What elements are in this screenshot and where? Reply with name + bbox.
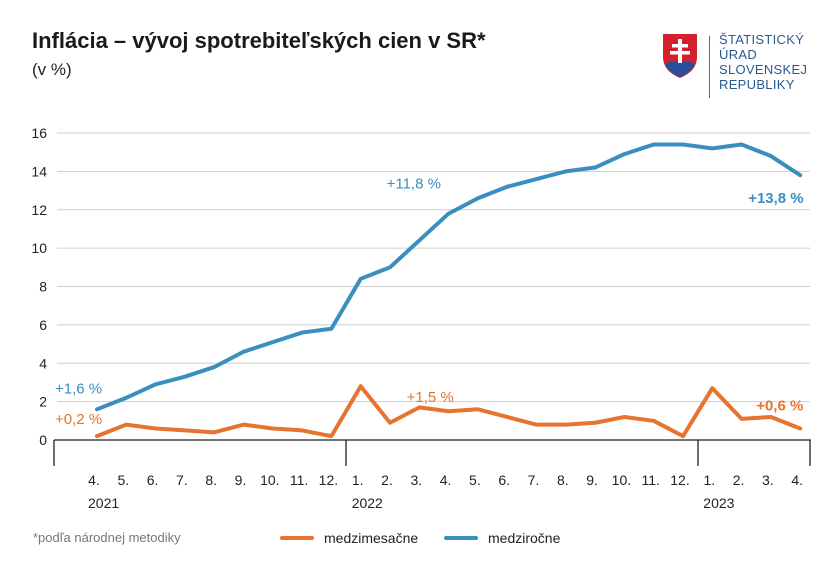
x-tick-label: 2. bbox=[733, 472, 745, 488]
logo-line: ÚRAD bbox=[719, 47, 758, 62]
data-label: +0,6 % bbox=[756, 397, 803, 414]
y-tick-label: 6 bbox=[39, 317, 47, 333]
logo-text: ŠTATISTICKÝ ÚRAD SLOVENSKEJ REPUBLIKY bbox=[719, 32, 807, 92]
data-label: +13,8 % bbox=[748, 190, 803, 207]
x-tick-label: 9. bbox=[586, 472, 598, 488]
legend-item-medzirocne: medziročne bbox=[444, 530, 560, 546]
x-tick-label: 3. bbox=[762, 472, 774, 488]
data-label: +11,8 % bbox=[387, 176, 441, 193]
chart-unit: (v %) bbox=[32, 60, 72, 79]
x-tick-label: 4. bbox=[440, 472, 452, 488]
x-tick-label: 11. bbox=[290, 472, 308, 488]
x-tick-label: 8. bbox=[557, 472, 569, 488]
x-tick-label: 1. bbox=[352, 472, 364, 488]
logo-line: SLOVENSKEJ bbox=[719, 62, 808, 77]
y-tick-label: 10 bbox=[31, 240, 47, 256]
x-tick-label: 2. bbox=[381, 472, 393, 488]
x-tick-label: 5. bbox=[469, 472, 481, 488]
x-tick-label: 7. bbox=[176, 472, 188, 488]
footnote: *podľa národnej metodiky bbox=[33, 530, 181, 545]
y-tick-label: 16 bbox=[31, 125, 47, 141]
logo-divider bbox=[709, 36, 710, 98]
legend-swatch bbox=[280, 536, 314, 540]
legend-item-medzimesacne: medzimesačne bbox=[280, 530, 418, 546]
legend-label: medziročne bbox=[488, 530, 561, 546]
x-tick-label: 1. bbox=[703, 472, 715, 488]
year-label: 2021 bbox=[88, 495, 119, 511]
year-label: 2023 bbox=[703, 495, 734, 511]
chart-title: Inflácia – vývoj spotrebiteľských cien v… bbox=[32, 28, 486, 53]
x-tick-label: 8. bbox=[205, 472, 217, 488]
x-tick-label: 5. bbox=[117, 472, 129, 488]
x-tick-label: 10. bbox=[612, 472, 631, 488]
slovak-coat-of-arms-icon bbox=[663, 34, 697, 78]
x-tick-label: 12. bbox=[319, 472, 338, 488]
y-tick-label: 14 bbox=[31, 163, 47, 179]
x-tick-label: 9. bbox=[235, 472, 247, 488]
series-line-medzirocne bbox=[95, 142, 803, 412]
data-label: +1,6 % bbox=[55, 380, 102, 397]
x-tick-label: 7. bbox=[528, 472, 540, 488]
x-tick-label: 6. bbox=[498, 472, 510, 488]
x-tick-label: 6. bbox=[147, 472, 159, 488]
x-tick-label: 3. bbox=[410, 472, 422, 488]
x-tick-label: 10. bbox=[260, 472, 279, 488]
data-label: +0,2 % bbox=[55, 411, 102, 428]
y-tick-label: 8 bbox=[39, 279, 47, 295]
data-label: +1,5 % bbox=[407, 389, 454, 406]
logo-line: REPUBLIKY bbox=[719, 77, 795, 92]
logo-line: ŠTATISTICKÝ bbox=[719, 32, 805, 47]
x-tick-label: 4. bbox=[791, 472, 803, 488]
x-tick-label: 11. bbox=[641, 472, 659, 488]
y-tick-label: 2 bbox=[39, 394, 47, 410]
legend-label: medzimesačne bbox=[324, 530, 419, 546]
legend-swatch bbox=[444, 536, 478, 540]
y-tick-label: 12 bbox=[31, 202, 47, 218]
x-tick-label: 12. bbox=[670, 472, 689, 488]
x-tick-label: 4. bbox=[88, 472, 100, 488]
y-tick-label: 4 bbox=[39, 355, 47, 371]
year-label: 2022 bbox=[352, 495, 383, 511]
y-tick-label: 0 bbox=[39, 432, 47, 448]
